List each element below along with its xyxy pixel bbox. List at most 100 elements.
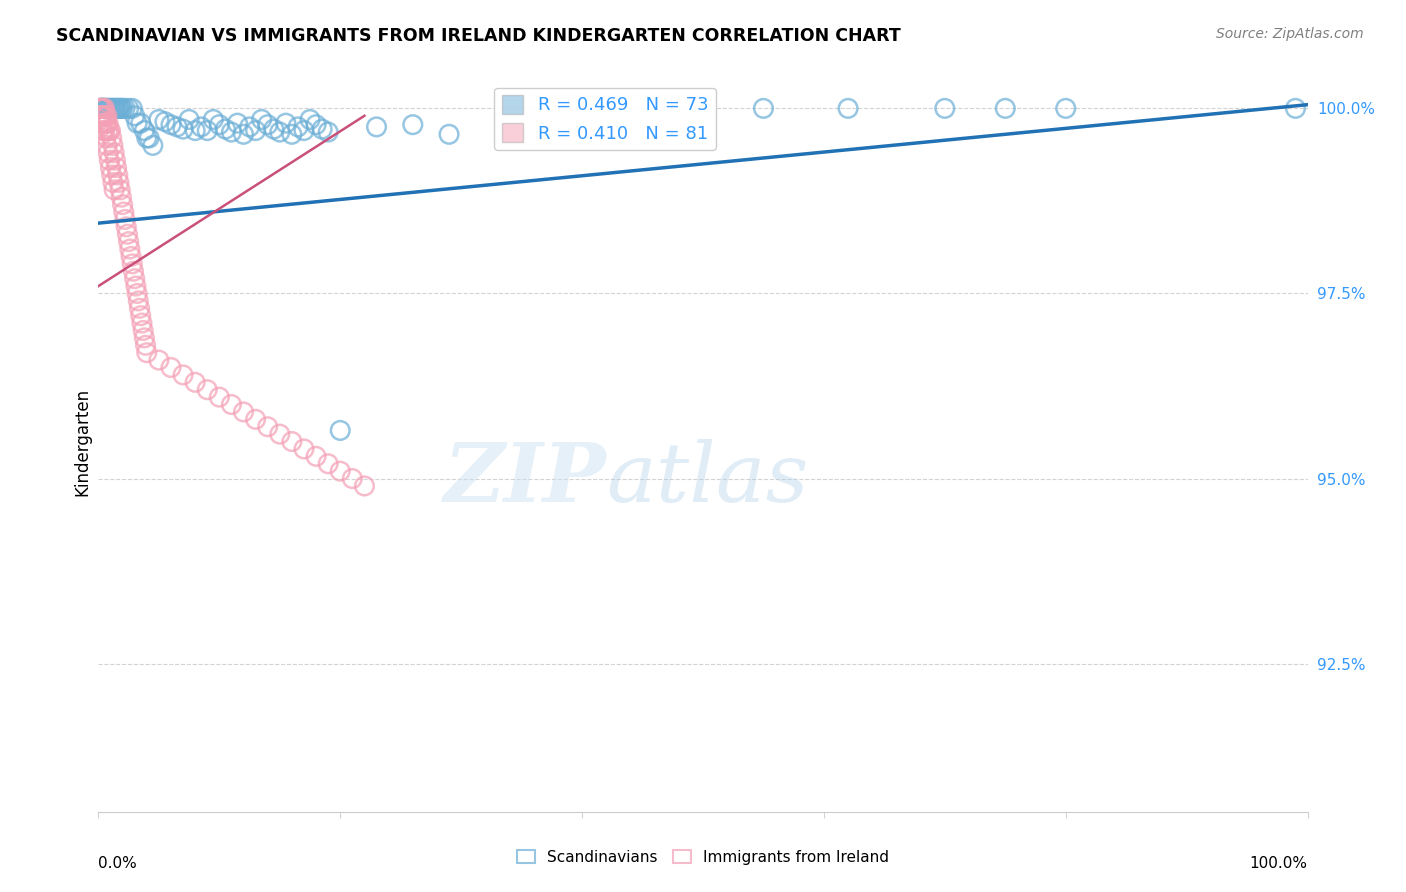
Point <box>184 376 207 390</box>
Point <box>239 120 262 134</box>
Text: 0.0%: 0.0% <box>98 856 138 871</box>
Point <box>118 242 141 256</box>
Point <box>93 123 115 137</box>
Point <box>90 101 112 115</box>
Point <box>98 101 121 115</box>
Point <box>135 338 157 352</box>
Point <box>108 101 131 115</box>
Point <box>114 212 136 227</box>
Point <box>93 101 115 115</box>
Point <box>221 397 243 411</box>
Point <box>118 235 141 249</box>
Point <box>96 109 118 123</box>
Point <box>172 368 194 382</box>
Point <box>111 197 134 211</box>
Point <box>127 116 149 130</box>
Point <box>91 123 114 137</box>
Point <box>329 464 352 478</box>
Point <box>112 205 135 219</box>
Point <box>128 301 150 316</box>
Point <box>208 390 231 404</box>
Point <box>101 175 124 189</box>
Point <box>281 128 304 142</box>
Point <box>110 101 132 115</box>
Point <box>269 427 291 442</box>
Y-axis label: Kindergarten: Kindergarten <box>73 387 91 496</box>
Text: SCANDINAVIAN VS IMMIGRANTS FROM IRELAND KINDERGARTEN CORRELATION CHART: SCANDINAVIAN VS IMMIGRANTS FROM IRELAND … <box>56 27 901 45</box>
Point <box>184 123 207 137</box>
Point <box>245 123 267 137</box>
Point <box>232 405 254 419</box>
Point <box>269 125 291 139</box>
Point <box>127 293 149 308</box>
Point <box>256 419 278 434</box>
Point <box>105 161 128 175</box>
Point <box>108 175 131 189</box>
Text: atlas: atlas <box>606 439 808 518</box>
Point <box>274 116 297 130</box>
Point <box>91 109 114 123</box>
Point <box>93 101 115 115</box>
Point <box>208 118 231 132</box>
Point <box>93 109 115 123</box>
Point <box>91 116 114 130</box>
Point <box>221 125 243 139</box>
Point <box>292 123 315 137</box>
Point <box>91 101 114 115</box>
Point <box>138 131 160 145</box>
Point <box>142 138 165 153</box>
Point <box>90 120 112 134</box>
Point <box>148 112 170 127</box>
Point <box>250 112 273 127</box>
Point <box>91 101 114 115</box>
Point <box>100 101 122 115</box>
Point <box>90 101 112 115</box>
Point <box>101 138 124 153</box>
Point <box>292 442 315 456</box>
Point <box>103 101 125 115</box>
Point <box>97 116 120 130</box>
Text: 100.0%: 100.0% <box>1250 856 1308 871</box>
Point <box>120 249 142 263</box>
Point <box>100 131 122 145</box>
Point <box>342 472 364 486</box>
Point <box>232 128 254 142</box>
Point <box>91 109 114 123</box>
Point <box>134 123 156 137</box>
Point <box>256 118 278 132</box>
Point <box>111 101 134 115</box>
Point <box>94 109 117 123</box>
Point <box>125 279 148 293</box>
Point <box>121 101 143 115</box>
Point <box>122 264 145 278</box>
Legend: Scandinavians, Immigrants from Ireland: Scandinavians, Immigrants from Ireland <box>510 844 896 871</box>
Point <box>108 183 131 197</box>
Point <box>195 123 218 137</box>
Point <box>994 101 1017 115</box>
Point <box>124 109 146 123</box>
Point <box>101 101 124 115</box>
Point <box>117 227 139 242</box>
Point <box>96 116 118 130</box>
Point <box>245 412 267 426</box>
Point <box>89 112 111 127</box>
Point <box>287 120 309 134</box>
Point <box>89 101 111 115</box>
Point <box>135 345 157 359</box>
Point <box>353 479 375 493</box>
Point <box>115 219 138 234</box>
Point <box>131 316 153 330</box>
Point <box>402 118 425 132</box>
Point <box>226 116 249 130</box>
Point <box>94 101 117 115</box>
Point <box>91 128 114 142</box>
Point <box>93 101 115 115</box>
Point <box>121 257 143 271</box>
Point <box>100 101 122 115</box>
Point <box>299 112 322 127</box>
Point <box>107 101 129 115</box>
Text: Source: ZipAtlas.com: Source: ZipAtlas.com <box>1216 27 1364 41</box>
Point <box>316 125 339 139</box>
Point <box>305 118 328 132</box>
Point <box>97 101 120 115</box>
